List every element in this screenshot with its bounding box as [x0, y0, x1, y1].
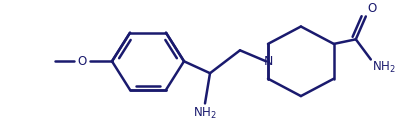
Text: NH$_2$: NH$_2$ — [193, 106, 216, 121]
Text: O: O — [367, 2, 376, 15]
Text: NH$_2$: NH$_2$ — [371, 60, 394, 76]
Text: O: O — [77, 55, 86, 68]
Text: N: N — [263, 55, 272, 68]
